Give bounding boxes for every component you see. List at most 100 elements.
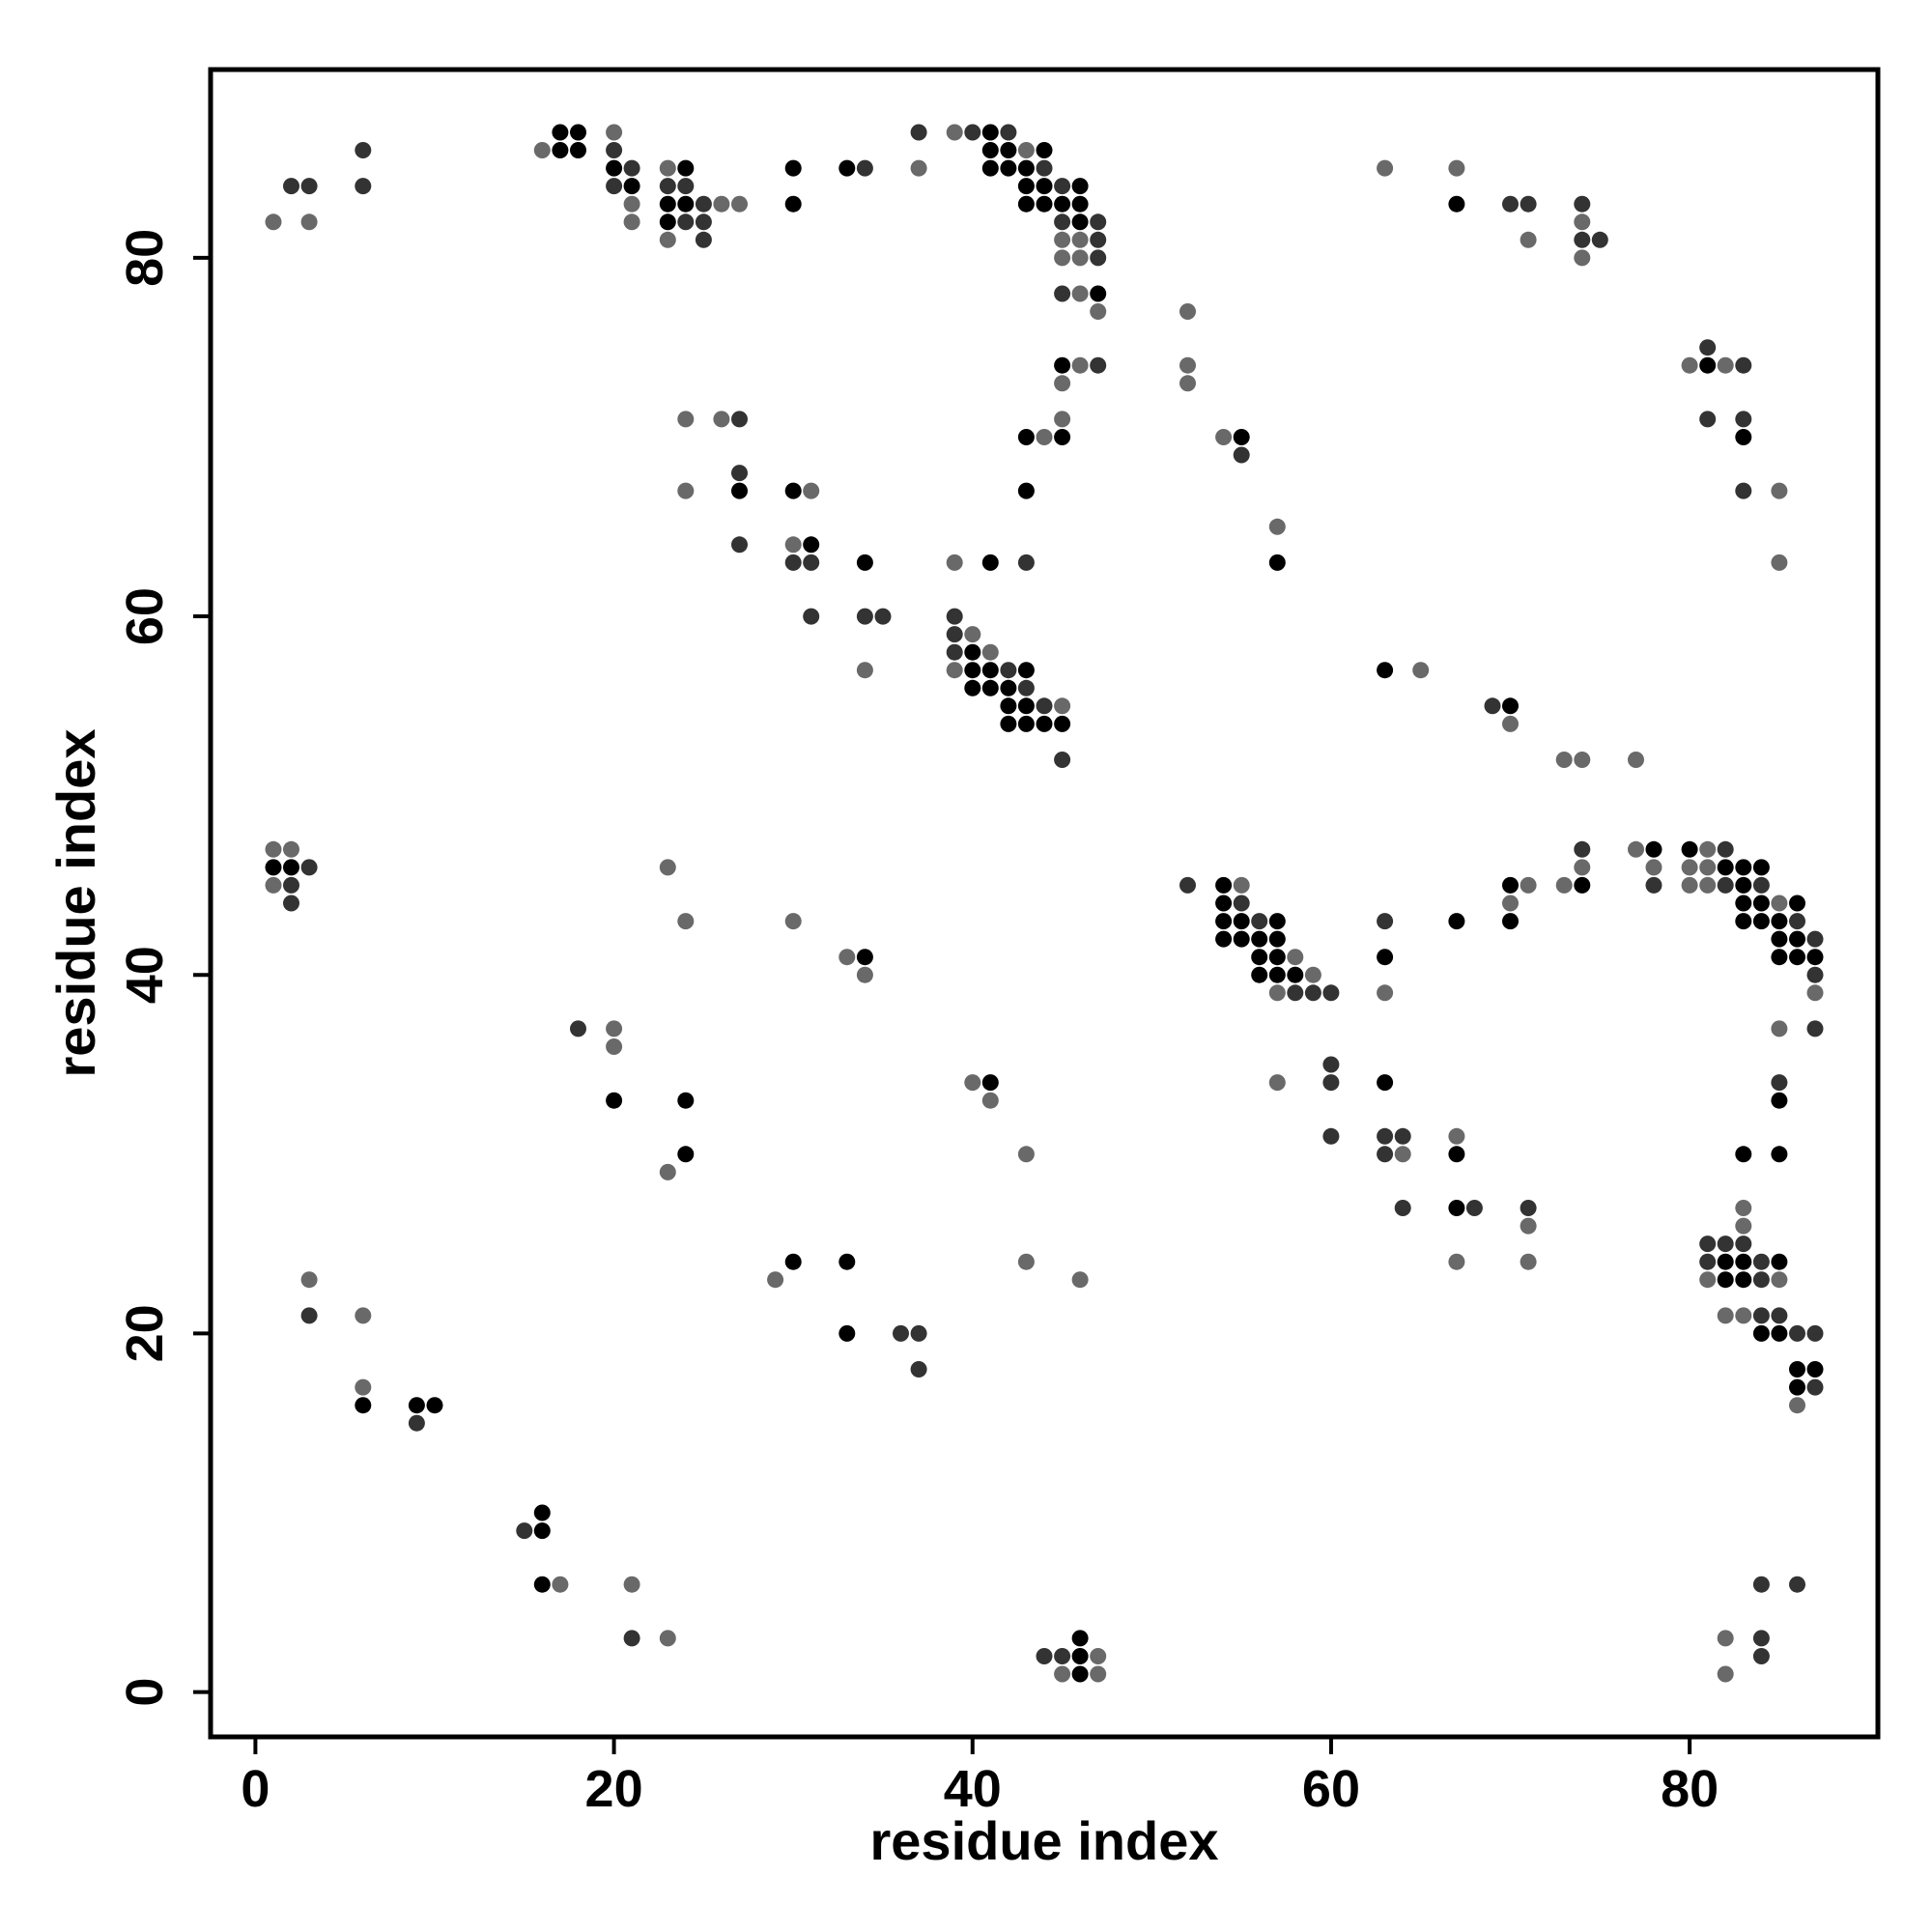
data-point: [1036, 159, 1053, 177]
data-point: [1806, 984, 1824, 1002]
data-point: [1054, 697, 1071, 715]
data-point: [803, 608, 820, 625]
data-point: [1017, 715, 1035, 732]
data-point: [1574, 249, 1591, 267]
data-point: [1752, 859, 1770, 876]
data-point: [283, 876, 299, 894]
data-point: [1377, 662, 1394, 679]
data-point: [1377, 984, 1394, 1002]
data-point: [1090, 213, 1107, 231]
data-point: [784, 536, 802, 554]
data-point: [1377, 1146, 1394, 1163]
data-point: [1036, 429, 1053, 445]
data-point: [856, 554, 873, 571]
data-point: [606, 1020, 623, 1037]
data-point: [1017, 662, 1035, 679]
data-point: [1717, 1630, 1734, 1647]
data-point: [1090, 1648, 1107, 1664]
data-point: [803, 536, 820, 554]
data-point: [265, 876, 282, 894]
data-point: [1071, 178, 1089, 195]
data-point: [1071, 249, 1089, 267]
data-point: [874, 608, 892, 625]
data-point: [1806, 930, 1824, 948]
data-point: [1017, 554, 1035, 571]
data-point: [1287, 949, 1304, 966]
data-point: [659, 159, 676, 177]
data-point: [1502, 913, 1519, 930]
data-point: [1268, 1074, 1286, 1092]
data-point: [1304, 984, 1321, 1002]
data-point: [1771, 930, 1788, 948]
data-point: [1717, 1236, 1734, 1253]
data-point: [677, 1146, 695, 1163]
data-point: [1752, 1307, 1770, 1324]
data-point: [1574, 840, 1591, 858]
data-point: [1054, 356, 1071, 374]
data-point: [1268, 930, 1286, 948]
data-point: [1717, 1271, 1734, 1289]
data-point: [1054, 195, 1071, 213]
plot-frame: [208, 67, 1881, 1740]
data-point: [1681, 356, 1698, 374]
data-point: [1735, 429, 1752, 445]
data-point: [1215, 930, 1233, 948]
data-point: [1502, 195, 1519, 213]
data-point: [713, 411, 730, 428]
data-point: [1071, 285, 1089, 302]
data-point: [355, 178, 372, 195]
data-point: [964, 643, 981, 661]
data-point: [856, 966, 873, 983]
data-point: [533, 142, 551, 158]
data-point: [1036, 697, 1053, 715]
data-point: [910, 159, 927, 177]
data-point: [1771, 482, 1788, 499]
x-tick-label: 40: [944, 1760, 1002, 1818]
data-point: [1699, 876, 1717, 894]
data-point: [1090, 285, 1107, 302]
data-point: [1699, 1253, 1717, 1270]
data-point: [570, 142, 586, 158]
data-point: [659, 859, 676, 876]
data-point: [1322, 984, 1340, 1002]
data-point: [1735, 1146, 1752, 1163]
data-point: [1752, 1576, 1770, 1593]
data-point: [677, 1092, 695, 1109]
data-point: [1054, 249, 1071, 267]
data-point: [1699, 1271, 1717, 1289]
data-point: [1000, 679, 1017, 696]
data-point: [1520, 1200, 1537, 1216]
data-point: [355, 1307, 372, 1324]
data-point: [426, 1397, 443, 1414]
data-point: [1484, 697, 1501, 715]
data-point: [1448, 913, 1465, 930]
data-point: [981, 662, 999, 679]
data-point: [1520, 195, 1537, 213]
data-point: [606, 1038, 623, 1055]
data-point: [623, 159, 640, 177]
data-point: [1054, 375, 1071, 392]
data-point: [1448, 1127, 1465, 1145]
data-point: [1268, 966, 1286, 983]
data-point: [606, 124, 623, 141]
data-point: [1789, 1324, 1805, 1342]
data-point: [1789, 1397, 1805, 1414]
data-point: [677, 482, 695, 499]
data-point: [1502, 697, 1519, 715]
data-point: [283, 859, 299, 876]
data-point: [695, 213, 712, 231]
data-point: [946, 608, 963, 625]
data-point: [856, 949, 873, 966]
data-point: [533, 1576, 551, 1593]
data-point: [1304, 966, 1321, 983]
data-point: [1448, 1146, 1465, 1163]
data-point: [1735, 913, 1752, 930]
data-point: [1268, 518, 1286, 535]
data-point: [964, 1074, 981, 1092]
data-point: [1789, 949, 1805, 966]
data-point: [1574, 231, 1591, 248]
data-point: [1017, 429, 1035, 445]
data-point: [1251, 930, 1268, 948]
data-point: [946, 554, 963, 571]
data-point: [1268, 913, 1286, 930]
